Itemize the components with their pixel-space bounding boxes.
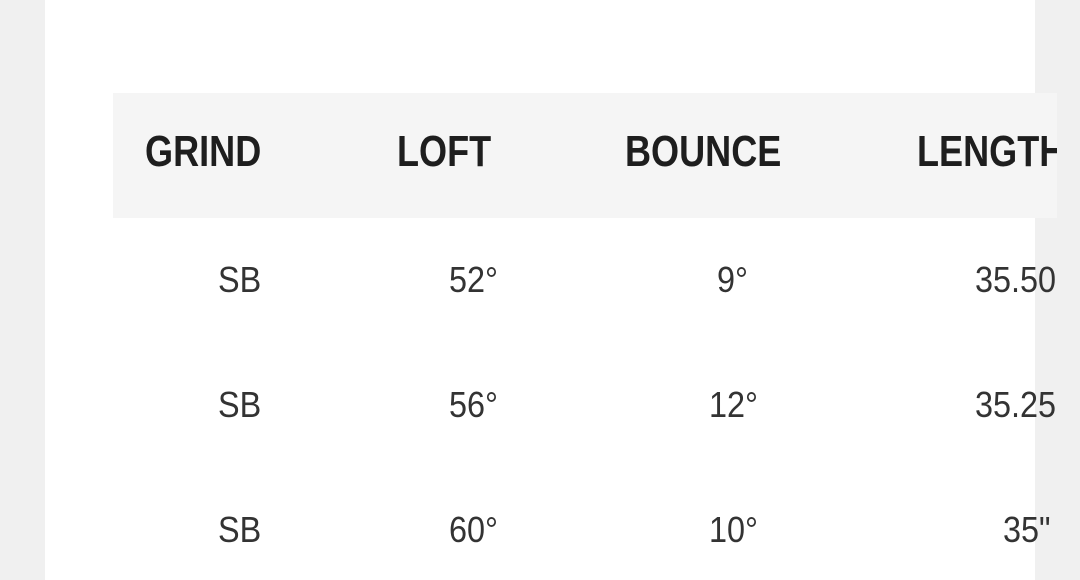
cell-length: 35.50" bbox=[975, 259, 1057, 300]
cell-grind: SB bbox=[218, 384, 262, 425]
header-grind: GRIND bbox=[145, 127, 262, 176]
cell-bounce: 10° bbox=[709, 509, 759, 550]
cell-grind: SB bbox=[218, 259, 262, 300]
specs-table: GRIND LOFT BOUNCE LENGTH SB 52° 9° 35.50… bbox=[113, 93, 1057, 580]
header-loft: LOFT bbox=[397, 127, 492, 176]
cell-grind: SB bbox=[218, 509, 262, 550]
table-header-row: GRIND LOFT BOUNCE LENGTH bbox=[113, 93, 1057, 218]
header-length: LENGTH bbox=[917, 127, 1057, 176]
cell-loft: 60° bbox=[449, 509, 499, 550]
cell-length: 35" bbox=[1003, 509, 1051, 550]
cell-length: 35.25" bbox=[975, 384, 1057, 425]
cell-loft: 56° bbox=[449, 384, 499, 425]
cell-bounce: 12° bbox=[709, 384, 759, 425]
header-bounce: BOUNCE bbox=[625, 127, 782, 176]
cell-bounce: 9° bbox=[717, 259, 748, 300]
content-panel: GRIND LOFT BOUNCE LENGTH SB 52° 9° 35.50… bbox=[45, 0, 1057, 580]
cell-loft: 52° bbox=[449, 259, 499, 300]
